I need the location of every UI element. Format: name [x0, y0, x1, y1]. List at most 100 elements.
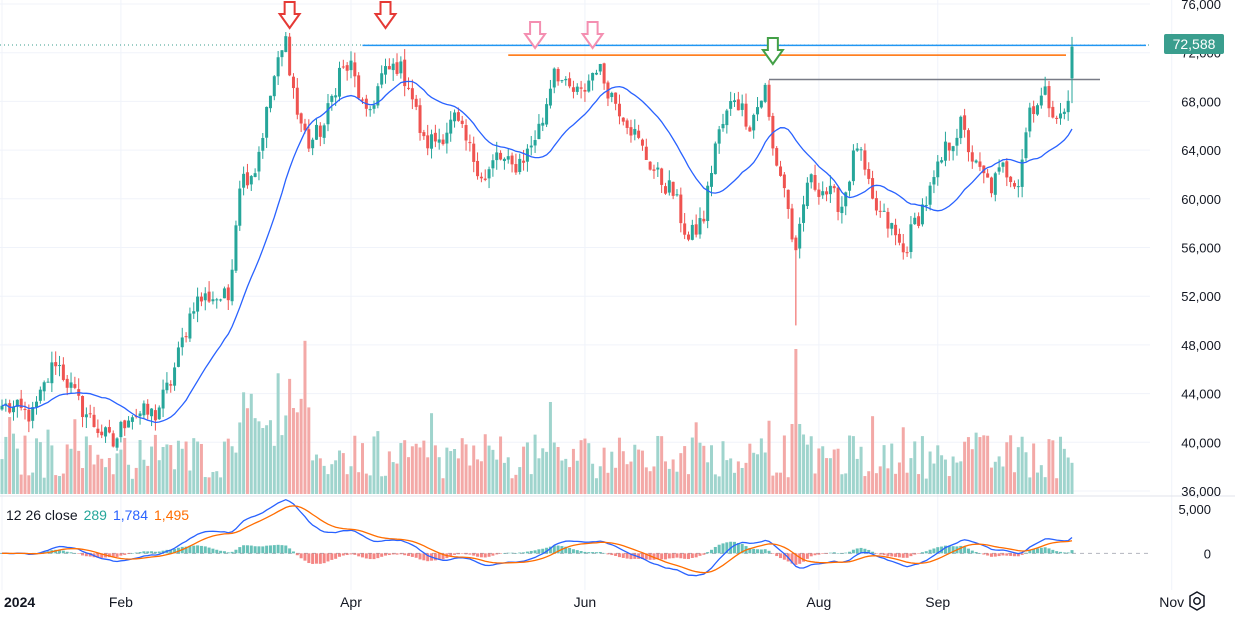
macd-hist-bar [640, 553, 644, 559]
volume-bar [786, 477, 790, 494]
volume-bar [219, 477, 223, 494]
volume-bar [242, 392, 246, 494]
candle-body [192, 311, 196, 314]
time-tick-label: Apr [340, 594, 362, 610]
volume-bar [740, 467, 744, 494]
macd-hist-bar [472, 553, 476, 556]
macd-hist-bar [663, 553, 667, 560]
macd-hist-bar [920, 552, 924, 554]
volume-bar [1001, 466, 1005, 494]
volume-bar [146, 465, 150, 494]
macd-hist-bar [537, 549, 541, 554]
macd-hist-bar [606, 553, 610, 555]
candle-body [123, 420, 127, 429]
candle-body [1032, 106, 1036, 115]
candle-body [96, 428, 100, 434]
volume-bar [150, 446, 154, 494]
macd-hist-bar [142, 551, 146, 554]
candle-body [54, 362, 58, 367]
macd-hist-bar [115, 553, 119, 557]
macd-hist-bar [414, 553, 418, 558]
macd-hist-bar [100, 553, 104, 558]
candle-body [12, 406, 16, 413]
candle-body [951, 146, 955, 152]
volume-bar [932, 463, 936, 494]
candle-body [591, 72, 595, 81]
macd-hist-bar [548, 546, 552, 554]
macd-hist-bar [276, 544, 280, 554]
macd-hist-bar [433, 553, 437, 561]
macd-hist-bar [192, 545, 196, 554]
volume-bar [222, 441, 226, 494]
candle-body [790, 208, 794, 240]
time-tick-label: Sep [925, 594, 950, 610]
price-tick-label: 60,000 [1181, 192, 1221, 207]
macd-hist-bar [84, 553, 88, 557]
volume-bar [970, 449, 974, 494]
volume-bar [537, 458, 541, 494]
settings-gear-icon[interactable] [1186, 590, 1208, 612]
candle-body [522, 160, 526, 163]
macd-hist-bar [153, 551, 157, 554]
volume-bar [709, 445, 713, 494]
candle-body [859, 149, 863, 151]
volume-bar [291, 408, 295, 494]
volume-bar [844, 473, 848, 494]
macd-hist-bar [621, 553, 625, 558]
annotation-arrows[interactable] [277, 1, 785, 66]
candle-body [491, 160, 495, 169]
macd-hist-bar [740, 543, 744, 554]
moving-average [1, 80, 1073, 424]
candle-body [779, 166, 783, 176]
time-axis[interactable]: 2024 Feb Apr Jun Aug Sep Nov [4, 594, 1184, 610]
candle-body [84, 414, 88, 418]
macd-hist-bar [993, 553, 997, 557]
candle-body [564, 78, 568, 81]
candle-body [663, 186, 667, 194]
macd-hist-bar [848, 551, 852, 554]
candle-body [901, 243, 905, 253]
macd-hist-bar [1032, 549, 1036, 554]
candle-body [905, 252, 909, 254]
candle-body [633, 128, 637, 135]
volume-bar [779, 472, 783, 494]
price-axis[interactable]: 76,00072,00068,00064,00060,00056,00052,0… [1178, 0, 1221, 561]
macd-hist-bar [529, 550, 533, 554]
volume-bar [349, 466, 353, 494]
candle-body [924, 204, 928, 206]
horizontal-lines[interactable] [362, 44, 1146, 81]
candle-body [698, 218, 702, 235]
volume-bar [54, 475, 58, 494]
macd-hist-bar [602, 552, 606, 554]
candle-body [805, 182, 809, 207]
candle-body [456, 112, 460, 121]
macd-hist-bar [579, 551, 583, 554]
volume-bar [123, 437, 127, 494]
volume-bar [69, 448, 73, 494]
candle-body [759, 100, 763, 108]
macd-hist-bar [840, 553, 844, 554]
macd-hist-bar [314, 553, 318, 564]
candle-body [495, 152, 499, 161]
price-tick-label: 56,000 [1181, 241, 1221, 256]
volume-bar [878, 466, 882, 494]
ma-line [1, 80, 1073, 424]
volume-bar [299, 398, 303, 494]
macd-hist-bar [652, 553, 656, 560]
candle-body [341, 66, 345, 68]
macd-hist-bar [1039, 547, 1043, 554]
macd-hist-bar [928, 549, 932, 554]
macd-hist-bar [307, 553, 311, 564]
volume-bar [42, 477, 46, 494]
macd-hist-bar [1028, 550, 1032, 554]
volume-bar [1066, 457, 1070, 494]
candle-body [349, 60, 353, 71]
macd-hist-bar [1051, 549, 1055, 554]
candle-body [295, 87, 299, 115]
volume-bar [8, 417, 12, 494]
macd-legend[interactable]: 12 26 close 289 1,784 1,495 [6, 507, 195, 523]
candle-body [1039, 95, 1043, 106]
candle-body [1055, 117, 1059, 120]
candle-body [291, 76, 295, 89]
